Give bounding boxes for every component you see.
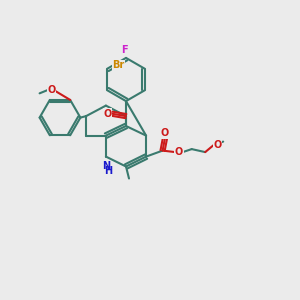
Text: O: O	[47, 85, 56, 95]
Text: O: O	[214, 140, 222, 150]
Text: N: N	[102, 161, 110, 171]
Text: F: F	[121, 45, 128, 56]
Text: O: O	[161, 128, 169, 139]
Text: H: H	[104, 166, 112, 176]
Text: O: O	[103, 109, 112, 119]
Text: O: O	[175, 147, 183, 157]
Text: Br: Br	[112, 60, 125, 70]
